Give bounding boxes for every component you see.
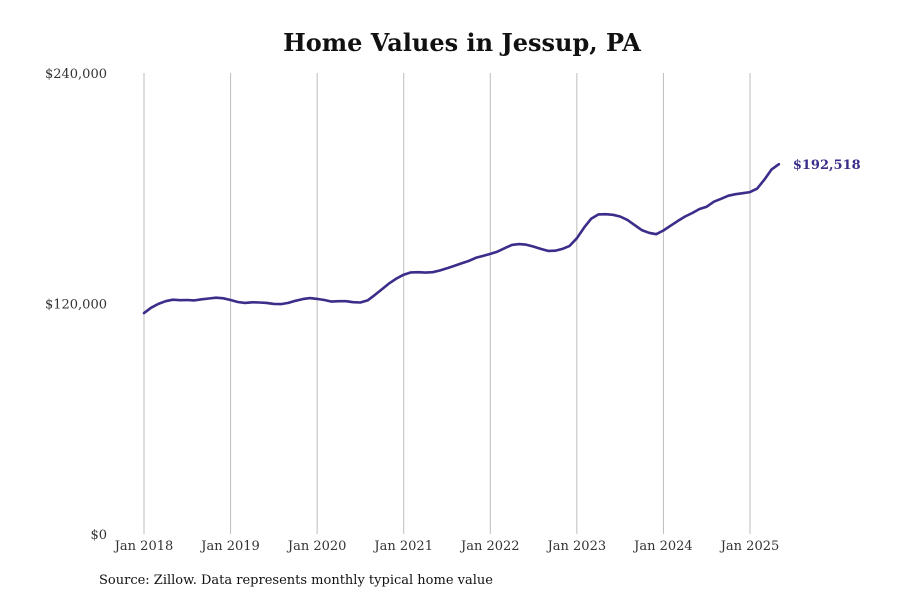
vertical-gridlines bbox=[143, 73, 751, 534]
series-line bbox=[142, 162, 781, 315]
x-tick-label: Jan 2019 bbox=[199, 539, 260, 554]
x-tick-label: Jan 2024 bbox=[632, 539, 693, 554]
y-tick-label: $240,000 bbox=[45, 67, 107, 82]
x-axis-ticks: Jan 2018 Jan 2019 Jan 2020 Jan 2021 Jan 2022… bbox=[113, 539, 780, 554]
x-tick-label: Jan 2021 bbox=[372, 539, 433, 554]
end-value-label: $192,518 bbox=[793, 158, 861, 173]
series-layer: $192,518 bbox=[142, 158, 861, 315]
x-tick-label: Jan 2020 bbox=[286, 539, 347, 554]
y-tick-label: $0 bbox=[90, 528, 107, 543]
chart-title: Home Values in Jessup, PA bbox=[283, 28, 641, 57]
y-tick-label: $120,000 bbox=[45, 298, 107, 313]
y-axis-ticks: $0 $120,000 $240,000 bbox=[45, 67, 107, 543]
x-tick-label: Jan 2018 bbox=[113, 539, 174, 554]
x-tick-label: Jan 2022 bbox=[459, 539, 520, 554]
x-tick-label: Jan 2025 bbox=[719, 539, 780, 554]
source-note: Source: Zillow. Data represents monthly … bbox=[99, 573, 493, 588]
x-tick-label: Jan 2023 bbox=[546, 539, 607, 554]
